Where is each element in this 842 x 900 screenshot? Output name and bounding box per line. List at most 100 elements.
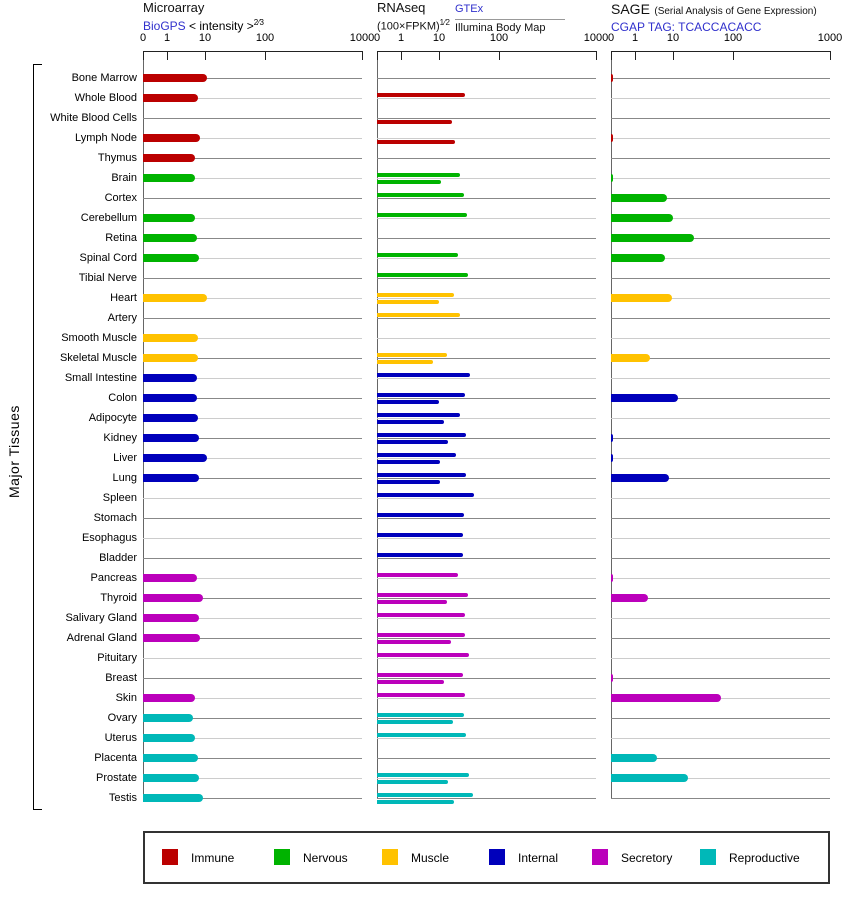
row-gridline: [377, 578, 596, 579]
tissue-label: Uterus: [104, 732, 137, 744]
axis-tick-label: 10: [666, 32, 680, 44]
row-gridline: [611, 98, 830, 99]
row-gridline: [143, 498, 362, 499]
bar-microarray: [143, 374, 198, 382]
axis-tick: [499, 51, 500, 60]
row-gridline: [377, 438, 596, 439]
bar-rnaseq-gtex: [377, 573, 459, 577]
bar-rnaseq-gtex: [377, 553, 463, 557]
row-gridline: [377, 78, 596, 79]
gtex-link[interactable]: GTEx: [455, 3, 484, 15]
row-gridline: [143, 718, 362, 719]
axis-tick: [205, 51, 206, 60]
tissue-label: Cerebellum: [80, 212, 137, 224]
tissue-label: Colon: [108, 392, 137, 404]
intensity-exponent: 2⁄3: [253, 18, 264, 27]
tissue-label: Liver: [113, 452, 137, 464]
row-gridline: [611, 638, 830, 639]
tissue-label: Thymus: [97, 152, 137, 164]
tissue-label: Heart: [110, 292, 137, 304]
row-gridline: [143, 398, 362, 399]
row-gridline: [377, 658, 596, 659]
tissue-label: Bladder: [99, 552, 137, 564]
bar-sage: [611, 754, 658, 762]
bar-microarray: [143, 454, 208, 462]
row-gridline: [143, 258, 362, 259]
sage-note: (Serial Analysis of Gene Expression): [654, 6, 817, 17]
legend-label: Immune: [191, 851, 235, 865]
tissue-label: Small Intestine: [64, 372, 137, 384]
tissue-label: Pancreas: [90, 572, 137, 584]
row-gridline: [377, 538, 596, 539]
legend-label: Internal: [518, 851, 559, 865]
row-gridline: [611, 518, 830, 519]
axis-tick-label: 1: [397, 32, 405, 44]
row-gridline: [143, 178, 362, 179]
axis-tick: [362, 51, 363, 60]
row-gridline: [611, 138, 830, 139]
row-gridline: [377, 158, 596, 159]
row-gridline: [143, 118, 362, 119]
row-gridline: [611, 778, 830, 779]
tissue-label: Lymph Node: [75, 132, 137, 144]
row-gridline: [377, 638, 596, 639]
bar-rnaseq-gtex: [377, 513, 464, 517]
row-gridline: [377, 498, 596, 499]
row-gridline: [143, 138, 362, 139]
bar-rnaseq-gtex: [377, 593, 469, 597]
bar-microarray: [143, 714, 193, 722]
bar-rnaseq-gtex: [377, 653, 470, 657]
bar-sage: [611, 574, 614, 582]
bar-sage: [611, 234, 694, 242]
axis-tick: [401, 51, 402, 60]
bar-rnaseq-gtex: [377, 433, 466, 437]
bar-rnaseq-illumina: [377, 460, 441, 464]
row-gridline: [377, 478, 596, 479]
bar-rnaseq-illumina: [377, 300, 439, 304]
biogps-link[interactable]: BioGPS: [143, 19, 186, 33]
row-gridline: [377, 358, 596, 359]
bar-rnaseq-gtex: [377, 173, 460, 177]
row-gridline: [143, 278, 362, 279]
bar-sage: [611, 694, 721, 702]
cgap-tag-link[interactable]: CGAP TAG: TCACCACACC: [611, 20, 762, 34]
tissue-label: Pituitary: [97, 652, 137, 664]
axis-tick: [830, 51, 831, 60]
fpkm-formula: (100×FPKM): [377, 20, 440, 33]
bar-sage: [611, 214, 673, 222]
bar-sage: [611, 394, 678, 402]
bar-rnaseq-illumina: [377, 180, 442, 184]
row-gridline: [611, 198, 830, 199]
tissue-label: Salivary Gland: [65, 612, 137, 624]
row-gridline: [143, 698, 362, 699]
row-gridline: [611, 398, 830, 399]
axis-line: [611, 51, 830, 52]
row-gridline: [611, 758, 830, 759]
bar-rnaseq-gtex: [377, 353, 447, 357]
bar-rnaseq-illumina: [377, 780, 448, 784]
row-gridline: [377, 458, 596, 459]
axis-tick-label: 0: [139, 32, 147, 44]
bar-microarray: [143, 614, 200, 622]
panel-left-border: [377, 51, 378, 799]
bar-rnaseq-gtex: [377, 453, 456, 457]
tissue-label: White Blood Cells: [50, 112, 137, 124]
row-gridline: [377, 618, 596, 619]
bar-microarray: [143, 794, 204, 802]
axis-tick-label: 100: [489, 32, 509, 44]
bar-rnaseq-gtex: [377, 673, 463, 677]
row-gridline: [143, 538, 362, 539]
bar-microarray: [143, 694, 196, 702]
row-gridline: [143, 358, 362, 359]
tissue-label: Testis: [108, 792, 137, 804]
axis-tick: [673, 51, 674, 60]
row-gridline: [377, 138, 596, 139]
axis-tick: [596, 51, 597, 60]
tissue-label: Esophagus: [81, 532, 137, 544]
bar-rnaseq-illumina: [377, 480, 441, 484]
tissue-label: Spinal Cord: [79, 252, 137, 264]
tissue-label: Cortex: [104, 192, 137, 204]
bar-microarray: [143, 774, 200, 782]
bar-microarray: [143, 414, 198, 422]
row-gridline: [377, 118, 596, 119]
